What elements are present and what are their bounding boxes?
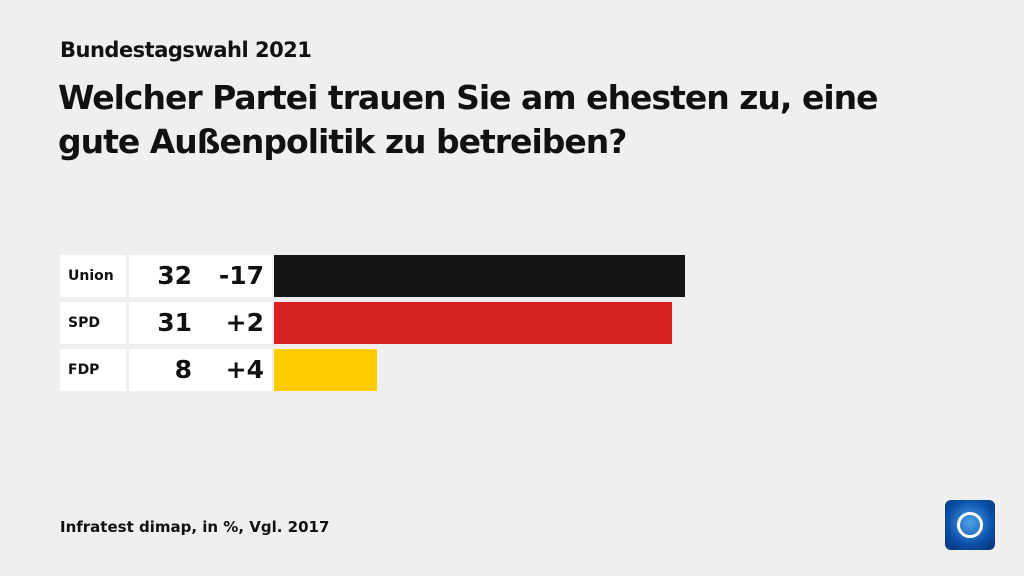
value-cell: 31 +2 — [129, 302, 272, 344]
source-note: Infratest dimap, in %, Vgl. 2017 — [60, 518, 330, 536]
change-label: -17 — [218, 261, 264, 290]
change-label: +4 — [225, 355, 264, 384]
ard-logo-icon — [945, 500, 995, 550]
bar — [274, 349, 377, 391]
value-label: 32 — [157, 261, 192, 290]
bar — [274, 302, 673, 344]
category-label: Union — [60, 255, 126, 297]
bar — [274, 255, 685, 297]
category-label: FDP — [60, 349, 126, 391]
value-label: 8 — [174, 355, 192, 384]
category-label: SPD — [60, 302, 126, 344]
kicker: Bundestagswahl 2021 — [60, 38, 312, 62]
chart-title: Welcher Partei trauen Sie am ehesten zu,… — [58, 78, 879, 161]
value-cell: 32 -17 — [129, 255, 272, 297]
value-cell: 8 +4 — [129, 349, 272, 391]
value-label: 31 — [157, 308, 192, 337]
change-label: +2 — [225, 308, 264, 337]
